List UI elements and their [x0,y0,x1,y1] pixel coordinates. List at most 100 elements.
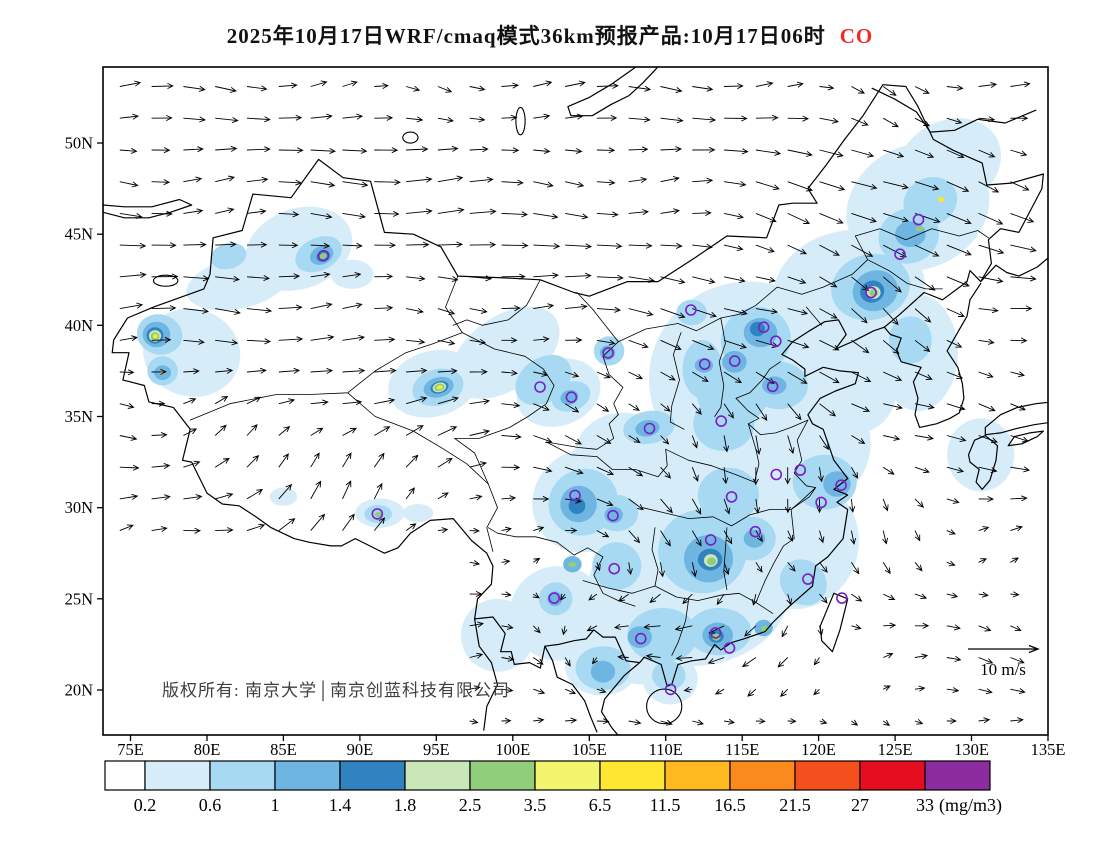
colorbar-label: 27 [851,795,869,815]
lat-label: 35N [65,407,94,426]
city-marker [723,642,736,654]
city-marker [317,249,330,262]
city-marker [548,592,561,604]
lon-label: 105E [572,740,607,759]
colorbar-cell [469,760,536,791]
lon-axis: 75E 80E 85E 90E 95E 100E 105E 110E 115E 120E 125E 1… [117,735,1065,759]
city-marker [769,335,782,348]
colorbar-label: 0.2 [134,795,157,815]
city-marker [815,496,827,509]
colorbar-cell [534,760,601,791]
city-marker [715,415,728,427]
lon-label: 90E [347,740,374,759]
title-species: CO [839,24,874,48]
city-marker [685,304,697,316]
map-interior [103,67,1048,735]
city-marker [565,391,578,404]
city-marker [371,508,384,520]
lon-label: 95E [423,740,450,759]
page-title: 2025年10月17日WRF/cmaq模式36km预报产品:10月17日06时 C… [0,20,1100,50]
city-marker [607,509,619,522]
lat-label: 45N [65,225,94,244]
wind-scale-label: 10 m/s [980,660,1026,679]
lon-label: 75E [117,740,144,759]
lat-label: 50N [65,134,94,153]
city-marker [835,479,847,492]
colorbar-cell [664,760,731,791]
colorbar-label: 2.5 [459,795,482,815]
wind-arrows [119,80,1037,727]
lat-axis: 50N 45N 40N 35N 30N 25N 20N [65,134,103,700]
city-marker [865,286,877,299]
coastlines-and-national-borders [103,67,1048,735]
city-marker [634,632,647,645]
colorbar-label: 11.5 [650,795,681,815]
city-marker [602,347,614,359]
city-marker [749,525,762,538]
city-marker [709,627,722,639]
colorbar-cell [859,760,926,791]
lat-label: 25N [65,589,94,608]
concentration-shading [136,118,1015,705]
city-marker [534,381,546,393]
title-text: 2025年10月17日WRF/cmaq模式36km预报产品:10月17日06时 [226,24,826,48]
lon-label: 125E [878,740,913,759]
city-marker [766,380,779,393]
city-markers [317,213,925,696]
city-marker [912,213,925,226]
city-marker [643,422,656,435]
city-marker [894,248,906,260]
colorbar-label: 1.4 [329,795,352,815]
city-marker [608,562,621,575]
colorbar-label: 1.8 [394,795,417,815]
colorbar-label: 16.5 [714,795,746,815]
lat-label: 30N [65,498,94,517]
lat-label: 20N [65,681,94,700]
lat-label: 40N [65,316,94,335]
lon-label: 80E [194,740,221,759]
city-marker [770,468,783,481]
colorbar-label: 1 [271,795,280,815]
colorbar-label: 6.5 [589,795,612,815]
colorbar-unit: (mg/m3) [939,795,1002,816]
colorbar-cell [599,760,666,791]
colorbar-labels: 0.2 0.6 1 1.4 1.8 2.5 3.5 6.5 11.5 16.5 21.5 27 33 (m… [134,795,1002,816]
colorbar-cell [339,760,406,791]
colorbar-cell [209,760,276,791]
city-marker [664,683,677,696]
lon-label: 120E [801,740,836,759]
city-marker [794,464,807,476]
copyright-text: 版权所有: 南京大学│南京创蓝科技有限公司 [162,681,511,700]
wind-scale-arrow [968,644,1040,654]
lon-label: 85E [270,740,297,759]
colorbar-cell [144,760,211,791]
city-marker [757,321,770,334]
colorbar-label: 3.5 [524,795,547,815]
city-marker [569,489,581,502]
colorbar-label: 21.5 [779,795,811,815]
colorbar-cell [729,760,796,791]
lon-label: 130E [954,740,989,759]
colorbar-cell [404,760,471,791]
lon-label: 135E [1031,740,1066,759]
lon-label: 100E [495,740,530,759]
colorbar-cell [794,760,861,791]
city-marker [802,573,814,585]
lon-label: 115E [725,740,759,759]
city-marker [836,592,848,604]
colorbar [104,760,991,791]
wind-scale: 10 m/s [968,644,1040,679]
colorbar-cell [924,760,991,791]
colorbar-label: 0.6 [199,795,222,815]
city-marker [728,355,741,367]
colorbar-label: 33 [916,795,934,815]
lon-label: 110E [649,740,683,759]
city-marker [704,534,717,546]
city-marker [698,358,711,371]
city-marker [725,491,738,503]
colorbar-cell [104,760,146,791]
map-frame [102,66,1049,736]
colorbar-cell [274,760,341,791]
